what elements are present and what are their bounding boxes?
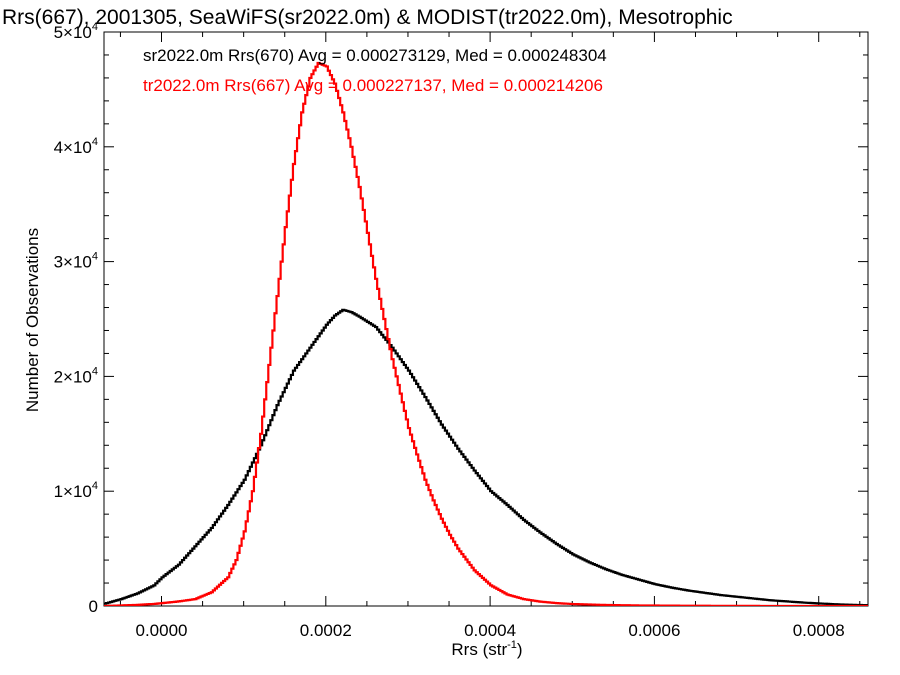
legend-entry-2: tr2022.0m Rrs(667) Avg = 0.000227137, Me… <box>143 76 603 95</box>
chart-title: Rrs(667), 2001305, SeaWiFS(sr2022.0m) & … <box>2 6 733 29</box>
legend-entry-1: sr2022.0m Rrs(670) Avg = 0.000273129, Me… <box>143 46 607 65</box>
y-tick-label: 4×104 <box>54 136 98 157</box>
x-tick-label: 0.0006 <box>628 621 680 640</box>
plot-series <box>104 61 868 606</box>
series-line-2 <box>104 61 868 606</box>
x-tick-label: 0.0002 <box>300 621 352 640</box>
series-line-1 <box>104 308 868 606</box>
axes: 0.0000 0.0002 0.0004 0.0006 0.0008 0 1×104 2×10… <box>54 21 869 640</box>
x-tick-label: 0.0008 <box>793 621 845 640</box>
y-tick-label: 5×104 <box>54 21 98 42</box>
plot-frame <box>103 31 869 607</box>
x-axis-label: Rrs (str-1) <box>451 639 522 659</box>
y-axis-label: Number of Observations <box>23 228 42 412</box>
x-tick-label: 0.0004 <box>464 621 516 640</box>
y-tick-label: 2×104 <box>54 365 98 386</box>
legend: sr2022.0m Rrs(670) Avg = 0.000273129, Me… <box>143 46 607 95</box>
x-axis-label-close: ) <box>517 640 523 659</box>
y-tick-label: 1×104 <box>54 480 98 501</box>
y-tick-label: 0 <box>89 597 98 616</box>
y-tick-label: 3×104 <box>54 251 98 272</box>
x-axis-label-superscript: -1 <box>507 639 517 651</box>
x-tick-label: 0.0000 <box>136 621 188 640</box>
x-axis-label-text: Rrs (str <box>451 640 507 659</box>
